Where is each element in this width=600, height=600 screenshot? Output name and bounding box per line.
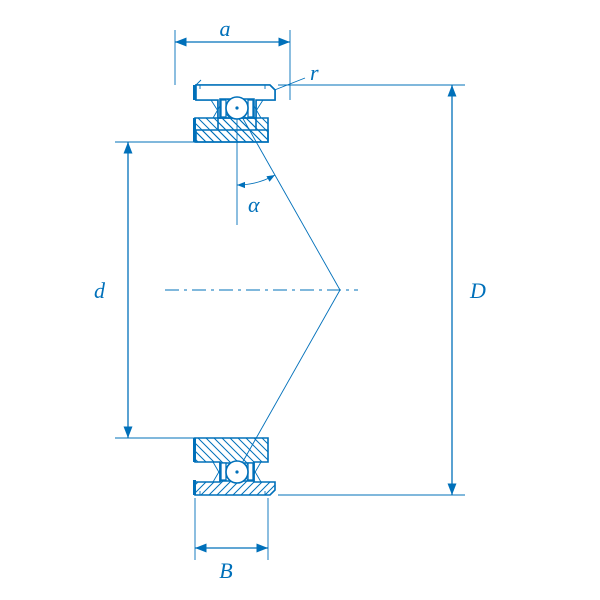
nib-b2 (254, 470, 261, 482)
outer-front-face-bot (193, 480, 196, 495)
nib-t1 (211, 100, 218, 111)
label-d: d (94, 278, 106, 303)
label-r: r (310, 60, 319, 85)
r-leader (272, 78, 305, 91)
nib-t2 (256, 100, 263, 111)
ball-bot-dot (235, 470, 238, 473)
label-alpha: α (248, 192, 260, 217)
label-a: a (220, 16, 231, 41)
label-B: B (219, 558, 232, 583)
nib-b1 (213, 470, 220, 482)
inner-front-face-bot (193, 438, 196, 462)
label-D: D (469, 278, 486, 303)
inner-front-face-top (193, 118, 196, 142)
alpha-arc (237, 175, 275, 185)
